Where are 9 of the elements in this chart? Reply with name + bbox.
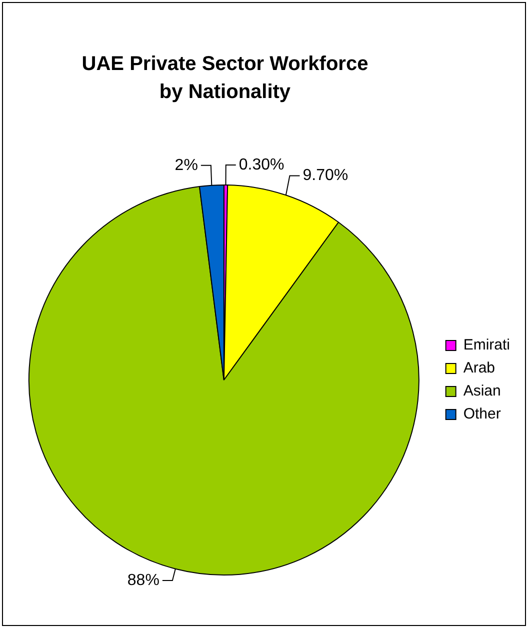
chart-title: UAE Private Sector Workforce by Nationality <box>80 52 370 105</box>
data-label: 0.30% <box>238 156 284 174</box>
legend-label: Arab <box>463 360 496 377</box>
data-label: 2% <box>174 156 198 174</box>
data-label: 9.70% <box>302 167 348 184</box>
legend-label: Other <box>463 406 501 423</box>
data-label: 88% <box>127 572 160 589</box>
legend-label: Emirati <box>463 336 510 354</box>
legend-label: Asian <box>463 382 501 400</box>
